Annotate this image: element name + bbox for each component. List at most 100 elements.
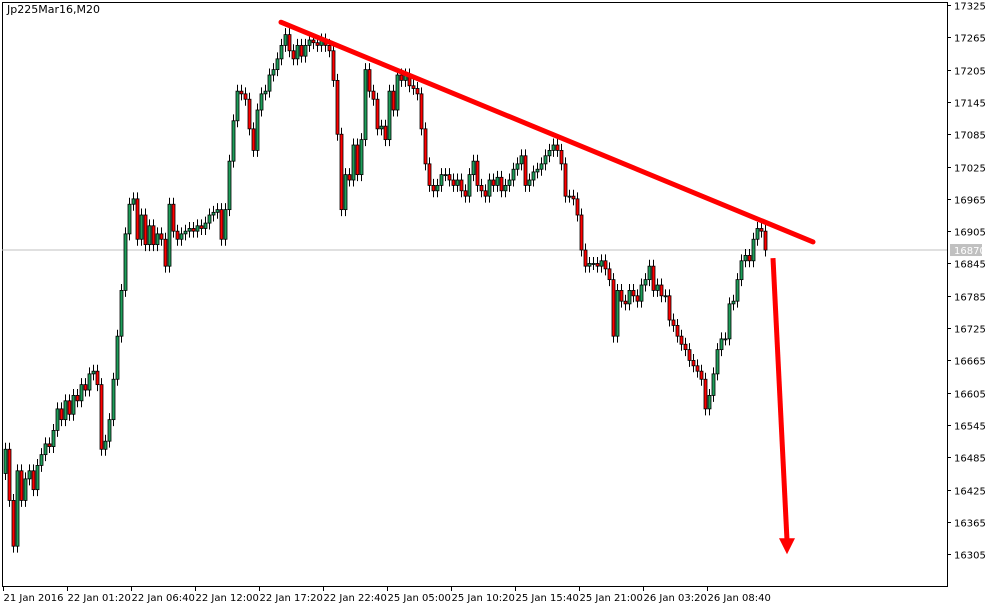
candle-bear [339,133,344,211]
symbol-title: Jp225Mar16,M20 [7,3,100,16]
candle-bull [639,284,644,302]
candle-bear [163,238,168,267]
candle-bear [451,179,456,186]
y-tick-label: 16485 [954,454,986,465]
current-price-label-bg [950,244,982,257]
candle-bull [295,44,300,60]
candle-bear [423,128,428,165]
candle-bear [667,295,672,321]
candle-bull [543,155,548,165]
candle-bull [359,139,364,176]
x-tick-label: 26 Jan 08:40 [708,593,771,604]
candle-bull [131,198,136,205]
candle-bear [747,255,752,262]
candle-bear [159,233,164,240]
candle-bull [87,373,92,391]
candle-bull [435,184,440,192]
candle-bull [343,174,348,211]
candle-bear [347,174,352,181]
candle-bull [599,260,604,267]
candle-bear [11,500,16,547]
candle-bull [519,155,524,165]
y-tick-label: 16905 [954,228,986,239]
candle-bull [539,163,544,170]
candle-bear [219,209,224,240]
candle-bull [723,338,728,341]
candle-bull [655,284,660,291]
down-arrow-head-icon [779,538,795,555]
candle-bull [503,184,508,192]
candle-bear [571,195,576,200]
candle-bull [303,44,308,57]
candle-bull [43,443,48,456]
candle-bull [495,176,500,186]
candle-bear [95,370,100,386]
y-tick-label: 16965 [954,196,986,207]
candle-bear [759,228,764,232]
candle-bull [147,225,152,246]
candle-bull [663,295,668,298]
candle-bull [187,228,192,232]
y-tick-label: 16545 [954,422,986,433]
candle-bear [383,125,388,141]
candle-bull [507,179,512,186]
candle-bull [27,470,32,480]
candle-bear [251,128,256,151]
candle-bull [103,440,108,450]
candle-bull [115,335,120,380]
candle-bull [3,448,8,474]
candle-bear [19,470,24,501]
candle-bull [91,370,96,375]
candle-bull [515,163,520,170]
candle-bull [183,230,188,235]
candle-bull [231,120,236,162]
resistance-trendline [278,19,816,245]
candle-bear [623,300,628,305]
x-tick-label: 26 Jan 03:20 [644,593,707,604]
candle-bull [719,338,724,351]
candle-bull [279,44,284,60]
candle-bull [267,74,272,92]
candle-bear [447,174,452,181]
candle-bull [615,290,620,337]
x-tick-label: 25 Jan 21:00 [580,593,643,604]
candle-bull [207,214,212,224]
y-tick-label: 17325 [954,2,986,13]
candle-bear [651,265,656,291]
candle-bull [139,214,144,240]
candle-bull [591,263,596,265]
candle-bear [31,470,36,491]
candle-bull [647,265,652,281]
current-price-label: 16870 [954,246,986,257]
candle-bull [107,419,112,442]
y-tick-label: 17025 [954,164,986,175]
candle-bear [247,98,252,130]
y-tick-label: 16605 [954,390,986,401]
x-tick-label: 22 Jan 17:20 [260,593,323,604]
candle-bear [135,198,140,240]
candle-bull [567,195,572,198]
candle-bear [83,384,88,391]
candle-bull [39,454,44,466]
candle-bull [307,39,312,46]
candle-bull [735,279,740,302]
x-tick-label: 22 Jan 12:00 [196,593,259,604]
x-tick-label: 22 Jan 22:40 [324,593,387,604]
candle-bull [711,373,716,396]
y-tick-label: 16725 [954,325,986,336]
y-tick-label: 16785 [954,293,986,304]
down-arrow-shaft [770,257,790,541]
candle-bear [399,74,404,81]
candle-bear [391,90,396,111]
candle-bear [659,284,664,297]
candle-bear [291,50,296,60]
candle-bear [371,90,376,100]
candle-bull [727,303,732,340]
candle-bull [71,395,76,415]
candle-bear [459,179,464,192]
candle-bull [739,260,744,281]
candle-bear [419,93,424,130]
candle-bear [287,34,292,52]
